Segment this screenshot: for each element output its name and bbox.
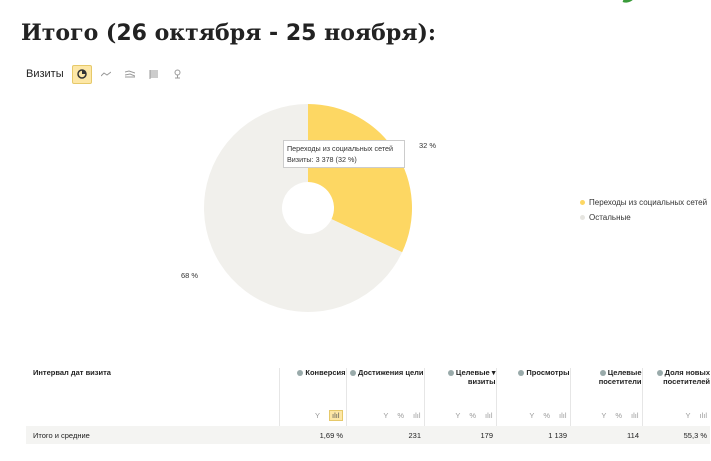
total-target-visits: 179: [424, 426, 496, 444]
map-icon[interactable]: [168, 65, 188, 84]
legend-item-other[interactable]: Остальные: [580, 210, 707, 225]
filter-icon[interactable]: Y: [314, 410, 320, 420]
legend-label: Переходы из социальных сетей: [589, 198, 708, 207]
help-icon[interactable]: [447, 370, 454, 377]
legend-label: Остальные: [589, 213, 631, 222]
pie-chart-icon[interactable]: [71, 64, 92, 84]
col-header-target-visits[interactable]: Целевые ▾ визиты: [423, 368, 496, 404]
filter-icon[interactable]: Y: [529, 410, 535, 420]
pie-label-social: 32 %: [419, 141, 437, 150]
title-date-start: 26: [116, 21, 147, 46]
title-month-start: октября: [146, 20, 270, 46]
percent-icon[interactable]: %: [397, 410, 404, 420]
total-conversion: 1,69 %: [279, 426, 346, 444]
tooltip-value: Визиты: 3 378 (32 %): [287, 155, 357, 164]
help-icon[interactable]: [656, 370, 663, 377]
total-target-visitors: 114: [570, 426, 642, 444]
metric-selector[interactable]: Визиты: [26, 68, 64, 80]
table-total-row: Итого и средние 1,69 % 231 179 1 139 114…: [26, 426, 710, 444]
title-date-end: 25: [278, 21, 317, 46]
chart-toolbar: Визиты: [26, 64, 192, 84]
bar-chart-icon[interactable]: ılıl: [329, 409, 343, 421]
total-label: Итого и средние: [26, 426, 279, 444]
bar-chart-icon[interactable]: ılıl: [485, 410, 493, 420]
pie-slice-1[interactable]: [204, 104, 403, 312]
bar-chart-icon[interactable]: [144, 65, 164, 84]
bar-chart-icon[interactable]: ılıl: [559, 410, 567, 420]
total-new-visitors-share: 55,3 %: [642, 426, 710, 444]
percent-icon[interactable]: %: [615, 410, 622, 420]
col-header-goal-reaches[interactable]: Достижения цели: [345, 368, 424, 404]
filter-icon[interactable]: Y: [383, 410, 389, 420]
total-goal-reaches: 231: [346, 426, 424, 444]
filter-icon[interactable]: Y: [685, 410, 691, 420]
title-dash: -: [269, 21, 279, 46]
filter-icon[interactable]: Y: [455, 410, 461, 420]
pie-label-other: 68 %: [181, 271, 199, 280]
chart-tooltip: Переходы из социальных сетей Визиты: 3 3…: [283, 140, 405, 168]
report-table: Интервал дат визита Конверсия Достижения…: [26, 368, 710, 444]
chart-legend: Переходы из социальных сетей Остальные: [580, 195, 707, 225]
bar-chart-icon[interactable]: ılıl: [413, 410, 421, 420]
title-suffix: ):: [417, 20, 436, 46]
legend-dot-icon: [580, 200, 585, 205]
col-header-target-visitors[interactable]: Целевые посетители: [569, 368, 642, 404]
col-header-new-visitors-share[interactable]: Доля новых посетителей: [641, 368, 710, 404]
area-chart-icon[interactable]: [120, 65, 140, 84]
help-icon[interactable]: [349, 370, 356, 377]
col-header-date-interval[interactable]: Интервал дат визита: [33, 368, 111, 377]
help-icon[interactable]: [599, 370, 606, 377]
legend-dot-icon: [580, 215, 585, 220]
table-header-row: Интервал дат визита Конверсия Достижения…: [26, 368, 710, 404]
bar-chart-icon[interactable]: ılıl: [631, 410, 639, 420]
page-title: Итого (26 октября - 25 ноября):: [21, 20, 436, 46]
col-header-conversion[interactable]: Конверсия: [278, 368, 346, 404]
total-pageviews: 1 139: [496, 426, 570, 444]
tooltip-series-name: Переходы из социальных сетей: [287, 144, 394, 153]
filter-icon[interactable]: Y: [601, 410, 607, 420]
help-icon[interactable]: [297, 370, 304, 377]
bar-chart-icon[interactable]: ılıl: [699, 410, 708, 420]
col-header-pageviews[interactable]: Просмотры: [495, 368, 570, 404]
title-prefix: Итого (: [21, 20, 117, 46]
percent-icon[interactable]: %: [469, 410, 476, 420]
line-chart-icon[interactable]: [96, 65, 116, 84]
help-icon[interactable]: [518, 370, 525, 377]
percent-icon[interactable]: %: [543, 410, 550, 420]
legend-item-social[interactable]: Переходы из социальных сетей: [580, 195, 707, 210]
title-month-end: ноября: [316, 20, 418, 46]
